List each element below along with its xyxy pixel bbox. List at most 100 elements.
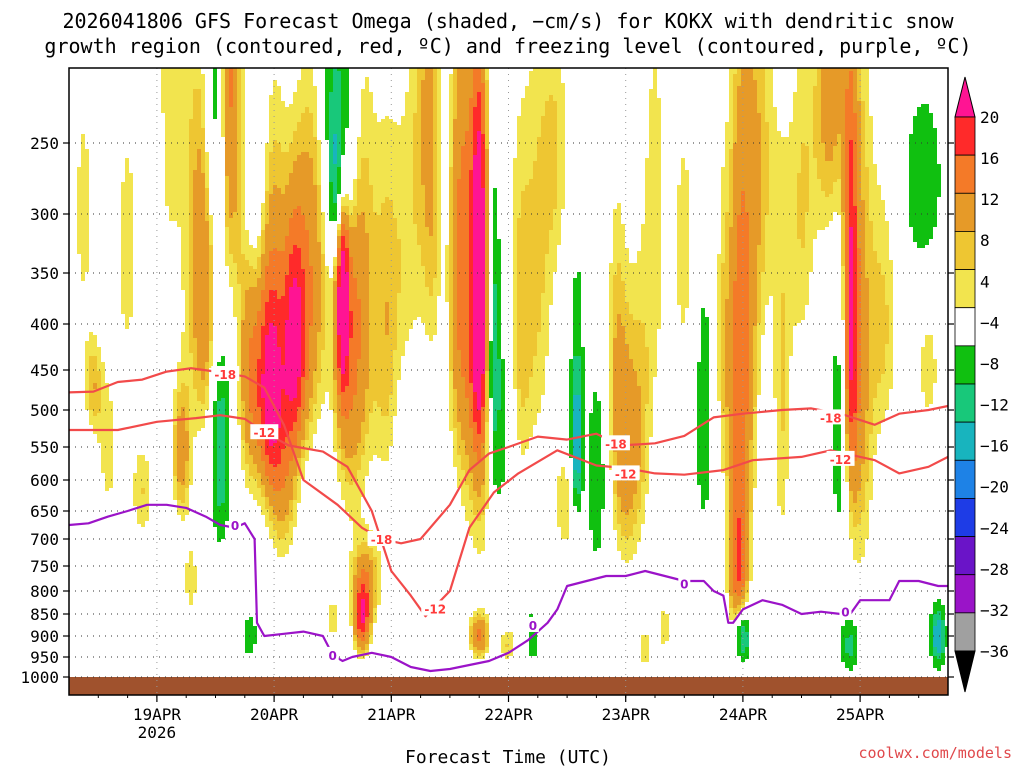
omega-cell bbox=[869, 434, 873, 500]
omega-cell bbox=[805, 212, 809, 305]
omega-cell bbox=[121, 182, 125, 314]
omega-cell bbox=[541, 68, 545, 116]
omega-cell bbox=[913, 116, 917, 242]
omega-cell bbox=[313, 86, 317, 137]
omega-cell bbox=[473, 68, 477, 107]
omega-cell bbox=[421, 68, 425, 80]
colorbar-label: 8 bbox=[980, 231, 990, 250]
omega-cell bbox=[329, 605, 333, 632]
omega-cell bbox=[381, 119, 385, 203]
omega-cell bbox=[297, 155, 301, 206]
omega-cell bbox=[865, 410, 869, 482]
omega-cell bbox=[197, 68, 201, 89]
contour-label: -12 bbox=[253, 426, 275, 440]
omega-cell bbox=[89, 356, 93, 410]
omega-cell bbox=[181, 485, 185, 503]
omega-cell bbox=[497, 410, 501, 494]
omega-cell bbox=[249, 455, 253, 476]
omega-cell bbox=[237, 68, 241, 284]
omega-cell bbox=[417, 245, 421, 317]
omega-cell bbox=[477, 629, 481, 641]
omega-cell bbox=[565, 479, 569, 539]
omega-cell bbox=[257, 359, 261, 407]
omega-cell bbox=[741, 191, 745, 587]
omega-cell bbox=[433, 278, 437, 335]
contour-label-bg bbox=[816, 409, 845, 425]
omega-cell bbox=[733, 143, 737, 281]
omega-cell bbox=[201, 128, 205, 173]
omega-cell bbox=[337, 287, 341, 335]
omega-cell bbox=[249, 476, 253, 494]
colorbar-label: −32 bbox=[980, 601, 1009, 620]
omega-cell bbox=[517, 389, 521, 440]
omega-cell bbox=[801, 248, 805, 320]
omega-cell bbox=[745, 647, 749, 659]
colorbar-cell bbox=[954, 269, 976, 309]
omega-cell bbox=[477, 608, 481, 614]
omega-cell bbox=[329, 278, 333, 410]
omega-cell bbox=[341, 224, 345, 236]
omega-cell bbox=[745, 593, 749, 602]
omega-cell bbox=[293, 422, 297, 446]
omega-cell bbox=[829, 194, 833, 221]
omega-cell bbox=[937, 659, 941, 671]
omega-cell bbox=[577, 473, 581, 494]
omega-cell bbox=[285, 395, 289, 437]
omega-cell bbox=[309, 326, 313, 398]
omega-cell bbox=[465, 398, 469, 455]
omega-cell bbox=[621, 512, 625, 536]
omega-cell bbox=[825, 68, 829, 161]
omega-cell bbox=[285, 320, 289, 395]
omega-cell bbox=[281, 389, 285, 449]
omega-cell bbox=[737, 581, 741, 596]
omega-cell bbox=[361, 542, 365, 554]
omega-cell bbox=[237, 284, 241, 425]
omega-cell bbox=[209, 341, 213, 368]
omega-cell bbox=[365, 389, 369, 434]
omega-cell bbox=[341, 470, 345, 500]
omega-cell bbox=[353, 557, 357, 575]
omega-cell bbox=[361, 599, 365, 623]
omega-cell bbox=[485, 623, 489, 647]
omega-cell bbox=[477, 521, 481, 554]
omega-cell bbox=[813, 86, 817, 158]
omega-cell bbox=[617, 497, 621, 524]
omega-cell bbox=[365, 542, 369, 554]
omega-cell bbox=[845, 458, 849, 482]
omega-cell bbox=[481, 188, 485, 374]
omega-cell bbox=[877, 263, 881, 383]
omega-cell bbox=[849, 491, 853, 512]
omega-cell bbox=[665, 614, 669, 641]
colorbar-label: 20 bbox=[980, 108, 999, 127]
omega-cell bbox=[269, 323, 273, 446]
omega-cell bbox=[185, 563, 189, 593]
omega-cell bbox=[241, 440, 245, 470]
omega-cell bbox=[473, 392, 477, 422]
credit-text[interactable]: coolwx.com/models bbox=[858, 744, 1012, 762]
y-tick-label: 800 bbox=[30, 582, 59, 601]
omega-cell bbox=[361, 518, 365, 542]
omega-cell bbox=[477, 497, 481, 521]
omega-cell bbox=[461, 377, 465, 440]
colorbar: 20 16 12 8 4 −4 −8 −12 −16 −20 −24 −28 −32 −36 bbox=[954, 76, 1009, 693]
omega-cell bbox=[341, 197, 345, 206]
omega-cell bbox=[777, 131, 781, 506]
omega-cell bbox=[193, 566, 197, 593]
omega-cell bbox=[89, 410, 93, 425]
omega-cell bbox=[341, 374, 345, 392]
omega-cell bbox=[873, 398, 877, 455]
omega-cell bbox=[481, 650, 485, 653]
y-tick-label: 900 bbox=[30, 627, 59, 646]
omega-cell bbox=[573, 488, 577, 506]
omega-cell bbox=[265, 335, 269, 434]
omega-cell bbox=[485, 371, 489, 422]
omega-cell bbox=[277, 491, 281, 521]
omega-cell bbox=[345, 386, 349, 419]
omega-cell bbox=[197, 401, 201, 431]
omega-cell bbox=[525, 86, 529, 185]
omega-cell bbox=[365, 617, 369, 632]
omega-cell bbox=[481, 653, 485, 659]
omega-cell bbox=[941, 653, 945, 665]
omega-cell bbox=[289, 143, 293, 173]
omega-cell bbox=[289, 521, 293, 545]
